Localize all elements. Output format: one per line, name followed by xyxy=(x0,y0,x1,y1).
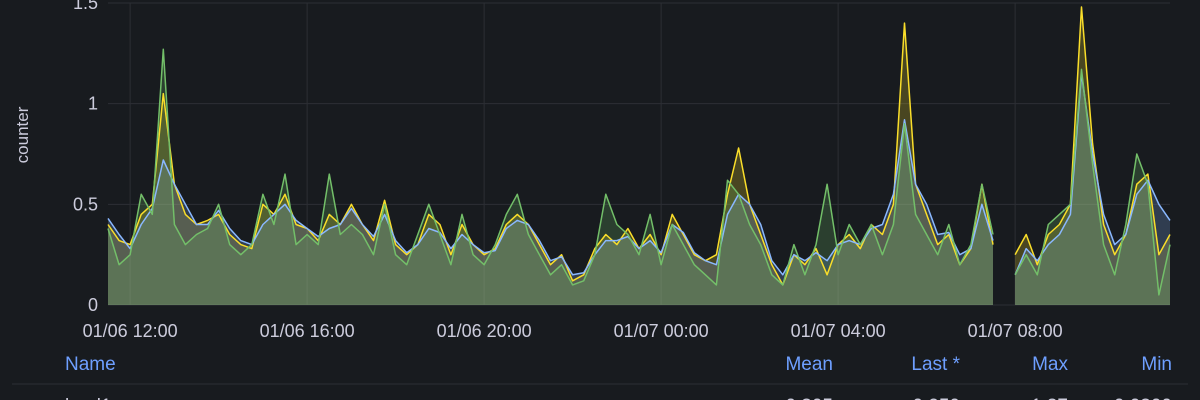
y-tick-label: 0.5 xyxy=(73,194,98,214)
y-tick-label: 1.5 xyxy=(73,0,98,13)
legend-cell: 0.305 xyxy=(785,396,833,400)
legend-cell: 1.37 xyxy=(1031,396,1068,400)
y-axis-label: counter xyxy=(13,106,32,163)
x-tick-label: 01/06 16:00 xyxy=(260,321,355,341)
y-tick-label: 0 xyxy=(88,295,98,315)
series-line xyxy=(107,48,1171,296)
x-tick-label: 01/07 00:00 xyxy=(614,321,709,341)
legend-cell: 0.0300 xyxy=(1114,396,1172,400)
legend-header[interactable]: Last * xyxy=(911,354,960,375)
area-fill xyxy=(108,7,1170,305)
area-fill xyxy=(108,49,1170,305)
legend-header[interactable]: Min xyxy=(1141,354,1172,375)
x-tick-label: 01/07 04:00 xyxy=(791,321,886,341)
legend-cell: 0.250 xyxy=(912,396,960,400)
legend-header[interactable]: Max xyxy=(1032,354,1068,375)
legend-header[interactable]: Name xyxy=(65,354,116,375)
x-tick-label: 01/06 20:00 xyxy=(437,321,532,341)
y-tick-label: 1 xyxy=(88,94,98,114)
legend-header[interactable]: Mean xyxy=(785,354,833,375)
x-tick-label: 01/06 12:00 xyxy=(83,321,178,341)
legend-cell: load1 xyxy=(65,396,112,400)
area-fill xyxy=(108,73,1170,305)
x-tick-label: 01/07 08:00 xyxy=(968,321,1063,341)
